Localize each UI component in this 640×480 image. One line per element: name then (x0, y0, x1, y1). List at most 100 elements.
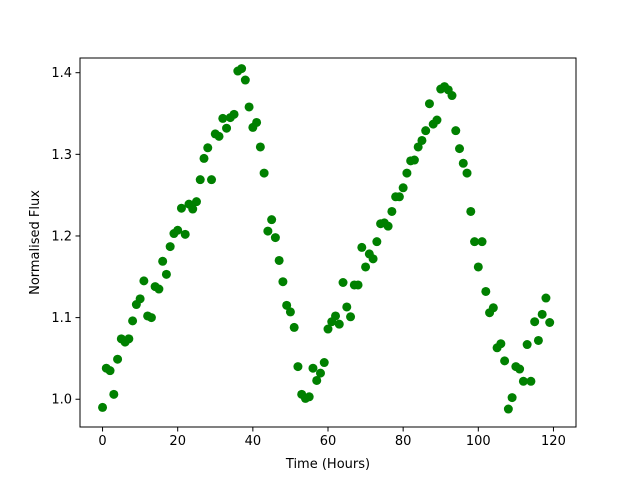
data-point (308, 363, 318, 373)
data-point (255, 142, 265, 152)
data-point (368, 254, 378, 264)
data-point (293, 362, 303, 372)
data-point (222, 123, 232, 133)
data-point (207, 175, 217, 185)
plot-frame (79, 57, 577, 428)
data-point (342, 302, 352, 312)
data-point (421, 126, 431, 136)
data-point (105, 366, 115, 376)
data-point (218, 113, 228, 123)
data-point (188, 204, 198, 214)
data-point (289, 322, 299, 332)
data-point (315, 368, 325, 378)
data-point (526, 376, 536, 386)
data-point (331, 311, 341, 321)
data-point (394, 192, 404, 202)
data-point (496, 339, 506, 349)
data-point (176, 203, 186, 213)
data-point (537, 309, 547, 319)
data-point (466, 206, 476, 216)
data-point (98, 402, 108, 412)
data-point (259, 168, 269, 178)
y-axis-ticks: 1.0 1.1 1.2 1.3 1.4 (51, 66, 80, 408)
data-point (135, 294, 145, 304)
data-point (338, 278, 348, 287)
y-tick-label: 1.4 (51, 66, 72, 81)
y-axis-label: Normalised Flux (28, 190, 43, 295)
scatter-points (98, 64, 555, 414)
data-point (146, 313, 156, 323)
data-point (361, 262, 371, 272)
data-point (541, 293, 551, 303)
data-point (173, 225, 183, 235)
data-point (263, 226, 273, 236)
data-point (533, 335, 543, 345)
data-point (237, 64, 247, 74)
data-point (229, 109, 239, 119)
x-tick-label: 60 (320, 434, 337, 449)
data-point (470, 237, 480, 247)
data-point (500, 356, 510, 366)
data-point (398, 183, 408, 193)
data-point (267, 215, 277, 225)
x-tick-label: 120 (541, 434, 566, 449)
x-tick-label: 0 (98, 434, 106, 449)
data-point (473, 262, 483, 272)
data-point (214, 131, 224, 141)
data-point (240, 75, 250, 85)
data-point (161, 269, 171, 279)
data-point (503, 404, 513, 414)
data-point (124, 334, 134, 344)
data-point (252, 117, 262, 127)
data-point (323, 324, 333, 334)
data-point (158, 256, 168, 266)
data-point (372, 237, 382, 247)
data-point (455, 144, 465, 154)
data-point (154, 284, 164, 294)
data-point (432, 115, 442, 125)
data-point (346, 312, 356, 322)
x-axis-ticks: 0 20 40 60 80 100 120 (98, 427, 566, 449)
data-point (518, 376, 528, 386)
data-point (274, 255, 284, 265)
data-point (244, 102, 254, 112)
y-tick-label: 1.1 (51, 311, 72, 326)
data-point (409, 155, 419, 165)
data-point (353, 280, 363, 290)
data-point (357, 242, 367, 252)
data-point (285, 307, 295, 317)
data-point (462, 168, 472, 178)
data-point (334, 319, 344, 329)
x-tick-label: 40 (245, 434, 262, 449)
data-point (312, 375, 322, 385)
data-point (417, 135, 427, 145)
data-point (278, 277, 288, 287)
x-tick-label: 20 (169, 434, 186, 449)
y-tick-label: 1.0 (51, 393, 72, 408)
data-point (530, 317, 540, 327)
data-point (128, 316, 138, 326)
x-tick-label: 80 (395, 434, 412, 449)
data-point (203, 143, 213, 153)
data-point (477, 237, 487, 247)
data-point (195, 175, 205, 185)
data-point (180, 229, 190, 239)
x-tick-label: 100 (466, 434, 491, 449)
data-point (424, 99, 434, 109)
data-point (319, 358, 329, 368)
data-point (270, 233, 280, 243)
data-point (545, 318, 555, 327)
data-point (304, 392, 314, 402)
data-point (191, 197, 201, 207)
data-point (507, 393, 517, 403)
data-point (402, 168, 412, 178)
x-axis-label: Time (Hours) (285, 457, 370, 472)
data-point (109, 389, 119, 399)
data-point (447, 91, 457, 101)
data-point (458, 158, 468, 168)
data-point (165, 242, 175, 252)
data-point (481, 286, 491, 296)
data-point (451, 126, 461, 136)
